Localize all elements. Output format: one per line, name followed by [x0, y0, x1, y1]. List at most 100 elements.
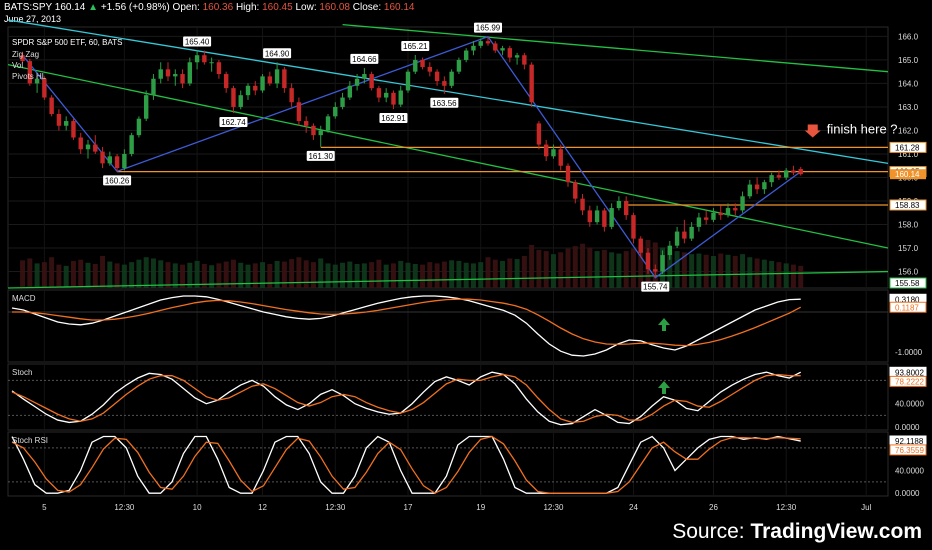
time-tick-label: 12:30	[114, 503, 135, 512]
up-arrow-icon	[658, 381, 670, 394]
candle-body	[616, 201, 622, 209]
candle-body	[180, 74, 185, 84]
candle-body	[151, 78, 156, 96]
pivot-label-box	[379, 113, 408, 124]
volume-bar	[601, 249, 607, 288]
candle-body	[718, 212, 723, 216]
symbol-header: BATS:SPY 160.14 ▲ +1.56 (+0.98%) Open: 1…	[4, 2, 414, 13]
trend-line-green-bottom	[7, 270, 889, 289]
volume-bar	[536, 249, 542, 288]
open-label: Open:	[172, 2, 200, 13]
indicator-value-tag	[889, 301, 927, 313]
volume-bar	[412, 264, 418, 288]
candle-body	[551, 149, 556, 157]
annotation-text: finish here ?	[827, 121, 898, 136]
candle-body	[165, 69, 171, 77]
volume-bar	[129, 262, 135, 288]
volume-bar	[390, 263, 396, 288]
candle-body	[594, 210, 600, 223]
candle-body	[303, 121, 309, 126]
volume-bar	[594, 251, 600, 288]
pivot-label-box	[219, 117, 248, 128]
time-tick-label: 12	[258, 503, 267, 512]
pivot-label: 161.30	[308, 152, 333, 161]
pivot-label-box	[183, 36, 212, 47]
candle-body	[260, 76, 265, 91]
candle-body	[267, 76, 273, 84]
candle-body	[558, 149, 563, 166]
price-tick-label: 161.0	[898, 150, 919, 159]
volume-bar	[725, 254, 731, 288]
pane-frame-stoch	[7, 363, 889, 431]
volume-bar	[667, 249, 673, 288]
candle-body	[93, 144, 98, 152]
time-tick-label: 12:30	[543, 503, 564, 512]
indicator-tick-label: 0.0000	[895, 423, 920, 432]
candle-body	[791, 170, 796, 173]
candle-body	[20, 55, 25, 62]
volume-bar	[565, 248, 571, 288]
pivot-label: 162.91	[381, 114, 406, 123]
pivot-label: 165.40	[185, 38, 210, 47]
volume-bar	[92, 264, 98, 288]
candle-body	[56, 114, 62, 126]
candle-body	[682, 231, 687, 239]
srsi-series-k	[11, 435, 801, 494]
volume-bar	[718, 253, 724, 288]
volume-bar	[456, 260, 462, 288]
volume-bar	[209, 265, 215, 288]
low-edge-tag-label: 155.58	[895, 279, 920, 288]
candle-body	[740, 196, 745, 211]
volume-bar	[121, 264, 127, 288]
candle-body	[391, 92, 396, 105]
price-tick-label: 163.0	[898, 103, 919, 112]
volume-bar	[732, 256, 738, 288]
srsi-series-d	[11, 435, 801, 494]
candle-body	[238, 95, 243, 107]
candle-body	[63, 121, 69, 126]
volume-bar	[78, 259, 84, 288]
volume-bar	[296, 257, 302, 288]
candle-body	[398, 90, 403, 105]
last-price-tag-label: 160.14	[895, 170, 920, 179]
volume-bar	[681, 252, 687, 288]
candle-body	[42, 78, 47, 98]
volume-bar	[230, 259, 236, 288]
chart-date: June 27, 2013	[4, 14, 62, 24]
pivot-label: 165.99	[476, 24, 501, 33]
candle-body	[660, 255, 665, 272]
volume-bar	[114, 263, 120, 288]
volume-bar	[798, 265, 804, 288]
indicator-tick-label: 0.1187	[895, 303, 919, 312]
candle-body	[333, 106, 338, 117]
candle-body	[122, 153, 127, 169]
candle-body	[783, 170, 789, 178]
trend-line-cyan	[7, 19, 889, 165]
volume-bar	[790, 264, 796, 288]
volume-bar	[696, 253, 702, 288]
candle-body	[769, 175, 774, 183]
candle-body	[325, 116, 331, 131]
volume-bar	[674, 251, 680, 288]
trend-line-green-upper	[342, 24, 889, 73]
volume-bar	[776, 262, 782, 288]
candle-body	[674, 231, 680, 246]
candle-body	[85, 144, 91, 150]
time-tick-label: 26	[709, 503, 718, 512]
pivot-label-box	[401, 40, 430, 51]
candle-body	[143, 95, 149, 119]
volume-bar	[689, 254, 695, 288]
volume-bar	[638, 244, 644, 288]
volume-bar	[441, 261, 447, 288]
candle-body	[347, 85, 353, 98]
volume-bar	[747, 257, 753, 288]
price-tick-label: 157.0	[898, 244, 919, 253]
volume-bar	[347, 261, 353, 288]
pane-frame-main	[7, 26, 889, 289]
volume-bar	[172, 263, 178, 288]
volume-bar	[70, 260, 76, 288]
legend-item: Zig Zag	[12, 50, 39, 59]
candle-body	[565, 165, 571, 183]
stoch-series--k	[11, 371, 802, 426]
